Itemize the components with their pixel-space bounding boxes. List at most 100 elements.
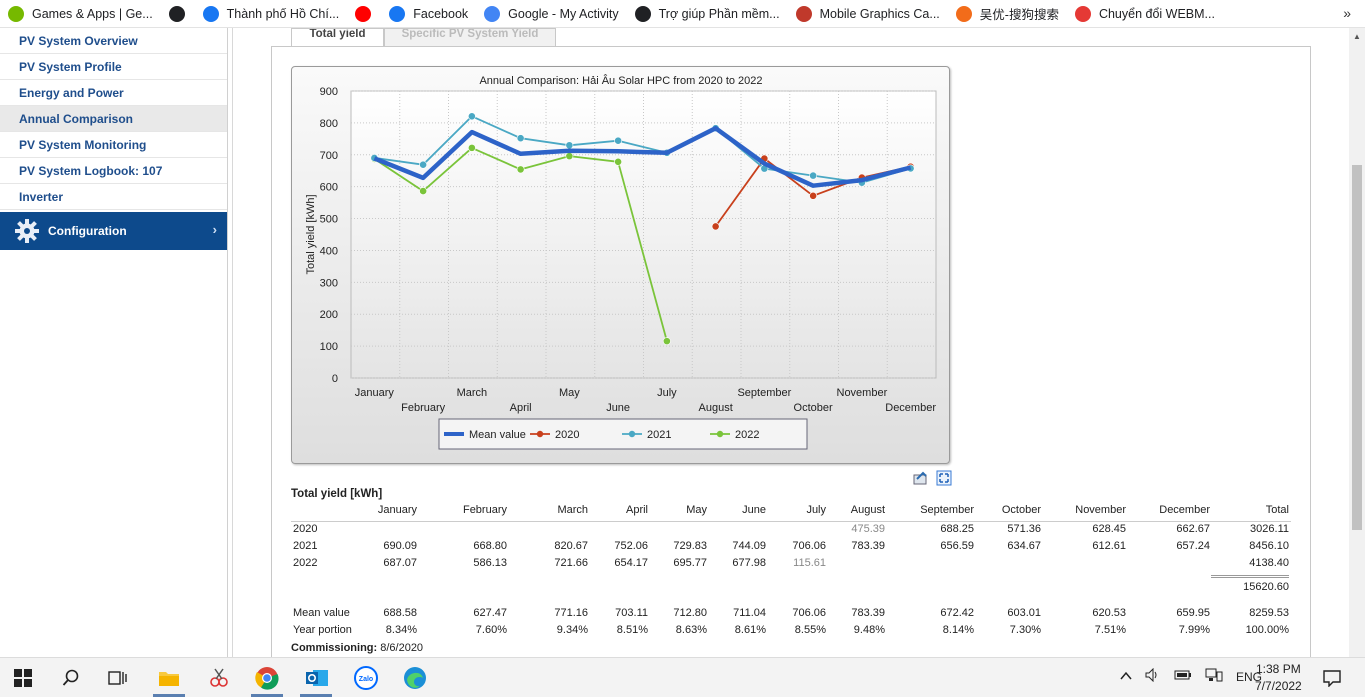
table-cell: 687.07: [383, 557, 417, 569]
table-cell: 8.61%: [734, 624, 766, 636]
bookmark-item[interactable]: Google - My Activity: [484, 5, 619, 22]
row-label: 2022: [293, 557, 318, 569]
y-tick-label: 800: [320, 118, 338, 130]
table-row: Mean value 688.58 627.47 771.16 703.11 712.80…: [291, 607, 1291, 624]
y-tick-label: 400: [320, 245, 338, 257]
legend-label: Mean value: [469, 429, 526, 441]
table-cell: 8.55%: [794, 624, 826, 636]
table-cell: 571.36: [1007, 523, 1041, 535]
bookmark-item[interactable]: Thành phố Hồ Chí...: [202, 5, 340, 22]
table-cell: 677.98: [732, 557, 766, 569]
bookmark-label: 吴优-搜狗搜索: [979, 8, 1059, 22]
bookmarks-more-button[interactable]: »: [1343, 5, 1351, 21]
x-tick-label: September: [737, 387, 791, 399]
language-indicator[interactable]: ENG: [1236, 669, 1263, 684]
vertical-scrollbar[interactable]: ▲: [1349, 28, 1365, 657]
table-cell: 586.13: [473, 557, 507, 569]
table-cell: 7.51%: [1094, 624, 1126, 636]
scrollbar-thumb[interactable]: [1352, 165, 1362, 530]
notifications-icon[interactable]: [1320, 666, 1344, 690]
table-cell: July: [806, 504, 826, 516]
clock-date: 7/7/2022: [1255, 679, 1302, 693]
sidebar-item-inverter[interactable]: Inverter: [0, 184, 227, 210]
bookmark-item[interactable]: [168, 5, 193, 22]
table-cell: August: [850, 504, 885, 516]
y-tick-label: 200: [320, 309, 338, 321]
tab-total-yield[interactable]: Total yield: [291, 28, 384, 46]
table-cell: 703.11: [615, 607, 648, 619]
file-explorer-icon[interactable]: [157, 666, 181, 690]
commissioning: Commissioning: 8/6/2020: [291, 642, 1291, 654]
bookmark-item[interactable]: Chuyển đổi WEBM...: [1074, 5, 1215, 22]
data-point: [516, 165, 525, 174]
bookmark-item[interactable]: Facebook: [389, 5, 468, 22]
bookmarks-bar: Games & Apps | Ge... Thành phố Hồ Chí... F…: [0, 0, 1365, 28]
bookmark-label: Chuyển đổi WEBM...: [1098, 6, 1215, 21]
table-cell: 706.06: [792, 540, 826, 552]
bookmark-item[interactable]: 吴优-搜狗搜索: [955, 4, 1059, 23]
table-cell: 8.51%: [616, 624, 648, 636]
google-icon: [484, 5, 501, 22]
table-cell: 668.80: [473, 540, 507, 552]
table-header: January February March April May June July Augu…: [291, 502, 1291, 521]
bookmark-icon: [795, 5, 812, 22]
bookmark-item[interactable]: Trợ giúp Phần mềm...: [634, 5, 780, 22]
table-cell: 628.45: [1092, 523, 1126, 535]
table-cell: 8456.10: [1249, 540, 1289, 552]
zalo-icon[interactable]: Zalo: [354, 666, 378, 690]
svg-text:Zalo: Zalo: [359, 676, 373, 683]
table-cell: November: [1075, 504, 1126, 516]
sidebar-item-pv-system-monitoring[interactable]: PV System Monitoring: [0, 132, 227, 158]
bookmark-item[interactable]: Mobile Graphics Ca...: [795, 5, 940, 22]
data-point: [614, 136, 623, 145]
outlook-icon[interactable]: [305, 666, 329, 690]
volume-icon[interactable]: [1145, 667, 1161, 685]
sidebar-item-configuration[interactable]: Configuration ›: [0, 212, 227, 250]
battery-icon[interactable]: [1174, 669, 1192, 684]
sidebar-item-pv-system-profile[interactable]: PV System Profile: [0, 54, 227, 80]
clock[interactable]: 1:38 PM 7/7/2022: [1255, 661, 1302, 695]
y-tick-label: 700: [320, 150, 338, 162]
chevron-up-icon[interactable]: [1120, 670, 1132, 684]
fullscreen-icon[interactable]: [936, 470, 952, 486]
bookmark-item[interactable]: [355, 5, 379, 22]
tab-specific-yield[interactable]: Specific PV System Yield: [384, 28, 556, 46]
sidebar-item-pv-system-overview[interactable]: PV System Overview: [0, 28, 227, 54]
table-cell: 771.16: [554, 607, 588, 619]
x-tick-label: February: [401, 402, 446, 414]
legend-label: 2022: [735, 429, 759, 441]
sidebar-item-annual-comparison[interactable]: Annual Comparison: [0, 106, 227, 132]
legend-marker: [628, 430, 636, 438]
table-cell: June: [742, 504, 766, 516]
legend-marker: [716, 430, 724, 438]
config-label: Configuration: [48, 224, 127, 238]
active-indicator: [300, 694, 332, 697]
edge-icon[interactable]: [403, 666, 427, 690]
scroll-up-icon[interactable]: ▲: [1353, 32, 1361, 41]
table-row: 2020 475.39 688.25 571.36 628.45 662.67 3026.1…: [291, 523, 1291, 540]
sidebar-item-pv-system-logbook-107[interactable]: PV System Logbook: 107: [0, 158, 227, 184]
facebook-icon: [389, 5, 406, 22]
bookmark-item[interactable]: Games & Apps | Ge...: [8, 5, 153, 22]
snipping-tool-icon[interactable]: [207, 666, 231, 690]
table-cell: 783.39: [851, 607, 885, 619]
bookmark-label: Thành phố Hồ Chí...: [226, 6, 340, 21]
sidebar: PV System Overview PV System Profile Energ…: [0, 28, 228, 657]
table-cell: 712.80: [673, 607, 707, 619]
table-cell: 627.47: [473, 607, 507, 619]
y-tick-label: 300: [320, 277, 338, 289]
bookmark-label: Google - My Activity: [508, 6, 619, 21]
search-icon[interactable]: [59, 666, 83, 690]
table-cell: 657.24: [1176, 540, 1210, 552]
table-cell: October: [1001, 504, 1041, 516]
export-icon[interactable]: [913, 470, 929, 486]
table-cell: 729.83: [673, 540, 707, 552]
table-cell: March: [557, 504, 588, 516]
data-point: [662, 337, 671, 346]
task-view-icon[interactable]: [106, 666, 130, 690]
windows-start-icon[interactable]: [11, 666, 35, 690]
chrome-icon[interactable]: [255, 666, 279, 690]
sidebar-item-energy-and-power[interactable]: Energy and Power: [0, 80, 227, 106]
network-icon[interactable]: [1205, 668, 1223, 685]
table-cell: 672.42: [940, 607, 974, 619]
